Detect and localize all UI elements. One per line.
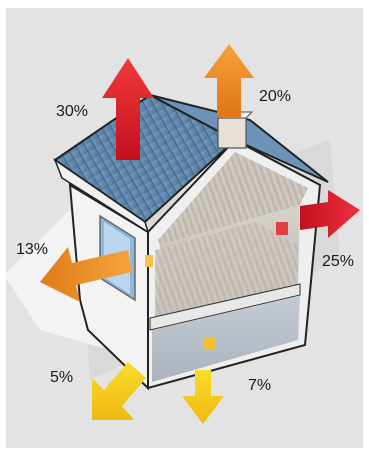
window-arrow	[40, 247, 132, 302]
red-box	[276, 222, 288, 235]
corner-loss-label: 5%	[50, 369, 74, 386]
floor-arrow	[182, 370, 224, 424]
roof-eave	[53, 157, 150, 234]
lower-room	[152, 296, 300, 382]
floor-loss-label: 7%	[248, 377, 272, 394]
chimney-arrow	[204, 44, 254, 118]
attic-ceiling	[158, 152, 308, 245]
yellow-box-upper	[145, 255, 153, 267]
yellow-box-lower	[203, 338, 216, 350]
chimney	[217, 117, 247, 149]
right-wall-arrow	[300, 190, 360, 238]
corner-arrow	[92, 362, 146, 420]
right-wall-loss-label: 25%	[322, 253, 355, 270]
upper-floor	[155, 222, 298, 318]
chimney-loss-label: 20%	[259, 88, 292, 105]
roof-arrow	[102, 58, 154, 160]
roof-loss-label: 30%	[56, 103, 89, 120]
window-loss-label: 13%	[16, 241, 49, 258]
floor-slab	[149, 283, 301, 331]
